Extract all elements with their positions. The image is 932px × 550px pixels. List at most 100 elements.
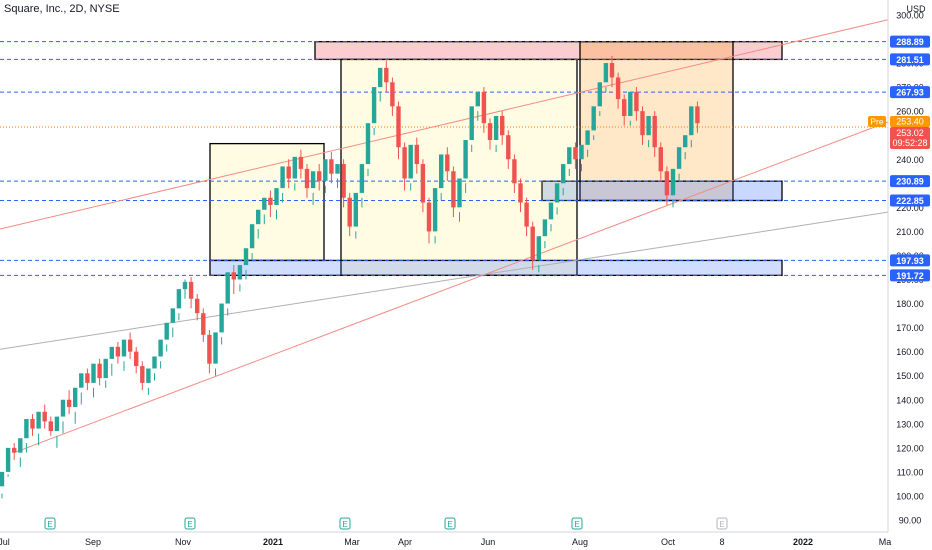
price-level-tag-5 — [890, 254, 930, 267]
y-tick-label: 140.00 — [896, 395, 924, 405]
candle-body-15 — [91, 363, 96, 383]
candle-body-102 — [622, 99, 627, 116]
y-tick-label: 170.00 — [896, 323, 924, 333]
support-zone-lower — [209, 259, 783, 277]
candle-body-87 — [530, 226, 535, 261]
candle-body-30 — [182, 281, 188, 290]
pre-tag-label: Pre — [870, 117, 884, 127]
candle-body-59 — [359, 164, 365, 193]
candle-body-36 — [219, 303, 224, 333]
candle-body-1 — [5, 447, 11, 472]
candle-body-63 — [384, 67, 389, 83]
candle-body-79 — [481, 91, 487, 124]
chart-title: Square, Inc., 2D, NYSE — [4, 3, 120, 15]
candle-body-4 — [24, 418, 29, 439]
candle-body-46 — [280, 166, 285, 189]
candle-body-45 — [274, 188, 279, 205]
candle-body-105 — [640, 111, 645, 136]
candle-body-21 — [127, 339, 133, 352]
y-tick-label: 150.00 — [896, 371, 924, 381]
time-axis-bg — [0, 532, 932, 550]
candle-body-11 — [66, 399, 72, 407]
x-tick-label: Apr — [398, 537, 412, 547]
candle-body-104 — [634, 91, 639, 112]
candle-body-73 — [445, 154, 450, 172]
candle-body-29 — [176, 289, 182, 309]
x-tick-label: 2021 — [263, 537, 283, 547]
candle-body-50 — [304, 168, 310, 189]
candle-body-24 — [146, 368, 151, 383]
candle-body-65 — [396, 106, 401, 148]
candle-body-90 — [548, 202, 554, 220]
price-level-tag-4 — [890, 194, 930, 207]
candle-body-106 — [646, 115, 651, 136]
candle-body-98 — [597, 82, 602, 107]
last-price-tag-bg — [890, 127, 930, 150]
price-level-tag-0 — [890, 35, 930, 48]
pre-price-tag-bg — [890, 116, 930, 128]
consolidation-box-dec — [209, 142, 325, 262]
candle-body-48 — [292, 156, 297, 179]
candle-body-66 — [402, 147, 407, 179]
price-level-tag-1 — [890, 53, 930, 66]
candle-body-97 — [591, 106, 596, 131]
candle-body-82 — [500, 115, 505, 136]
candle-body-32 — [195, 298, 200, 314]
candle-body-7 — [42, 411, 47, 422]
candle-body-51 — [310, 171, 316, 189]
candle-body-38 — [231, 272, 236, 280]
candle-body-39 — [237, 265, 243, 280]
candle-body-27 — [164, 322, 169, 340]
candle-body-44 — [268, 197, 273, 205]
candle-body-41 — [249, 224, 255, 249]
candle-body-23 — [140, 366, 145, 383]
price-level-label-3: 230.89 — [896, 177, 924, 187]
x-tick-label: Jul — [0, 537, 10, 547]
price-level-tag-6 — [890, 269, 930, 282]
candle-body-94 — [573, 147, 578, 160]
candle-body-114 — [695, 106, 700, 124]
candle-body-69 — [420, 164, 426, 203]
candle-body-84 — [512, 159, 517, 184]
trendline-lower — [13, 121, 889, 454]
candle-body-37 — [225, 272, 230, 304]
y-tick-label: 210.00 — [896, 227, 924, 237]
candle-body-43 — [262, 197, 267, 210]
candle-body-103 — [628, 91, 633, 116]
earnings-marker-label-4: E — [574, 520, 579, 529]
y-tick-label: 160.00 — [896, 347, 924, 357]
candle-body-85 — [518, 183, 523, 203]
candle-body-74 — [451, 171, 456, 208]
y-tick-label: 180.00 — [896, 299, 924, 309]
candle-body-83 — [506, 135, 511, 160]
candle-body-108 — [658, 147, 663, 172]
candle-body-81 — [493, 115, 499, 141]
candle-body-18 — [109, 346, 114, 359]
earnings-marker-4 — [571, 517, 583, 530]
earnings-marker-5 — [716, 517, 728, 530]
candle-body-86 — [524, 202, 529, 227]
candle-body-107 — [652, 115, 657, 148]
y-tick-label: 120.00 — [896, 443, 924, 453]
x-tick-label: Mar — [344, 537, 360, 547]
candle-body-72 — [439, 154, 444, 189]
candle-body-60 — [365, 123, 371, 165]
candle-body-53 — [323, 159, 328, 181]
candle-body-31 — [188, 281, 194, 299]
y-tick-label: 110.00 — [897, 467, 924, 477]
candle-body-57 — [347, 197, 352, 227]
candle-body-17 — [103, 358, 108, 379]
x-tick-label: 8 — [719, 537, 724, 547]
x-tick-label: Jun — [481, 537, 496, 547]
candle-body-54 — [329, 159, 334, 174]
y-tick-label: 260.00 — [896, 107, 924, 117]
pre-tag-bg — [868, 116, 886, 128]
candle-body-52 — [317, 171, 322, 181]
last-price-label: 253.02 — [896, 128, 924, 138]
candle-body-3 — [18, 438, 23, 453]
candle-body-113 — [689, 106, 694, 136]
x-tick-label: Aug — [572, 537, 588, 547]
candle-body-62 — [378, 67, 383, 88]
price-level-tag-2 — [890, 86, 930, 99]
